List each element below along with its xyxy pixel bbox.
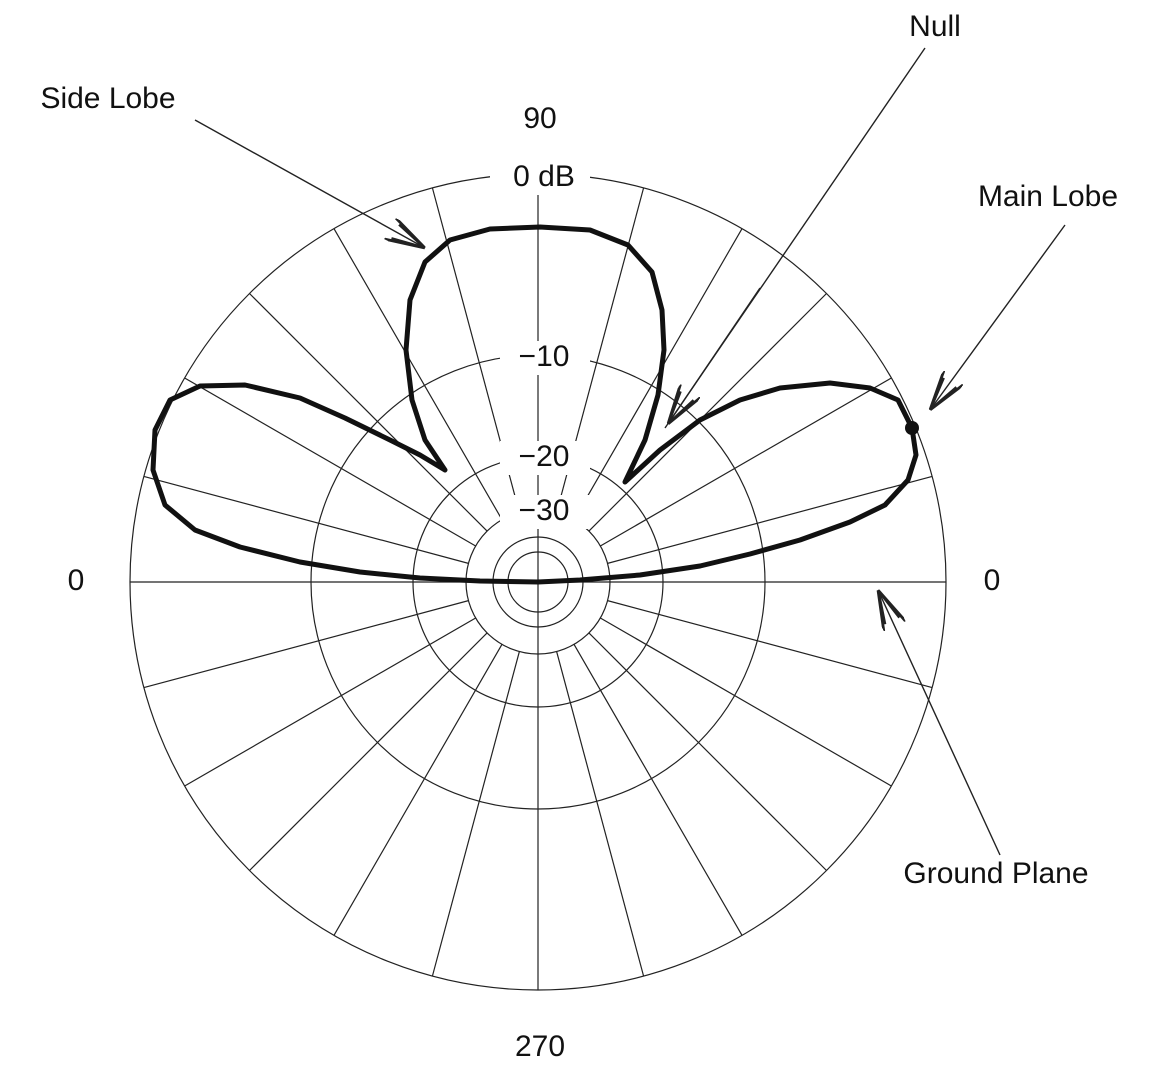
ring-label-background [500,341,590,375]
angle-label: 270 [515,1030,565,1063]
ring-label-background [490,161,590,195]
grid-spoke [607,600,933,689]
grid-spoke [143,600,469,689]
grid-spoke [556,651,645,977]
ring-label-background [500,441,590,475]
grid-spoke [184,377,476,547]
grid-spoke [600,377,892,547]
grid-spoke [333,644,503,936]
annotation: Side Lobe [40,82,175,115]
angle-label: 90 [523,102,556,135]
ring-label: −30 [519,494,570,527]
ring-label-background [500,495,590,529]
ring-label: −20 [519,440,570,473]
radiation-pattern [150,224,919,585]
ring-label: 0 dB [513,160,575,193]
grid-spoke [249,293,488,532]
angle-label: 0 [984,564,1001,597]
grid-spoke [588,293,827,532]
side-lobe-arrow [194,119,425,248]
ground-plane-arrow [878,590,1001,856]
annotation: Null [909,10,961,43]
grid-spoke [607,475,933,564]
grid-spoke [431,651,520,977]
ring-labels: 0 dB −10 −20 −30 [490,160,590,529]
pattern-point [905,421,919,435]
main-lobe-arrow [930,224,1066,410]
ring-label: −10 [519,340,570,373]
annotation: Ground Plane [903,857,1088,890]
grid-spoke [588,632,827,871]
polar-grid [129,173,947,991]
grid-spoke [573,228,743,520]
grid-spoke [143,475,469,564]
grid-spoke [333,228,503,520]
grid-spoke [184,617,476,787]
annotation: Main Lobe [978,180,1118,213]
null-arrowhead [668,287,761,424]
angle-label: 0 [68,564,85,597]
grid-spoke [600,617,892,787]
grid-spoke [573,644,743,936]
grid-spoke [249,632,488,871]
